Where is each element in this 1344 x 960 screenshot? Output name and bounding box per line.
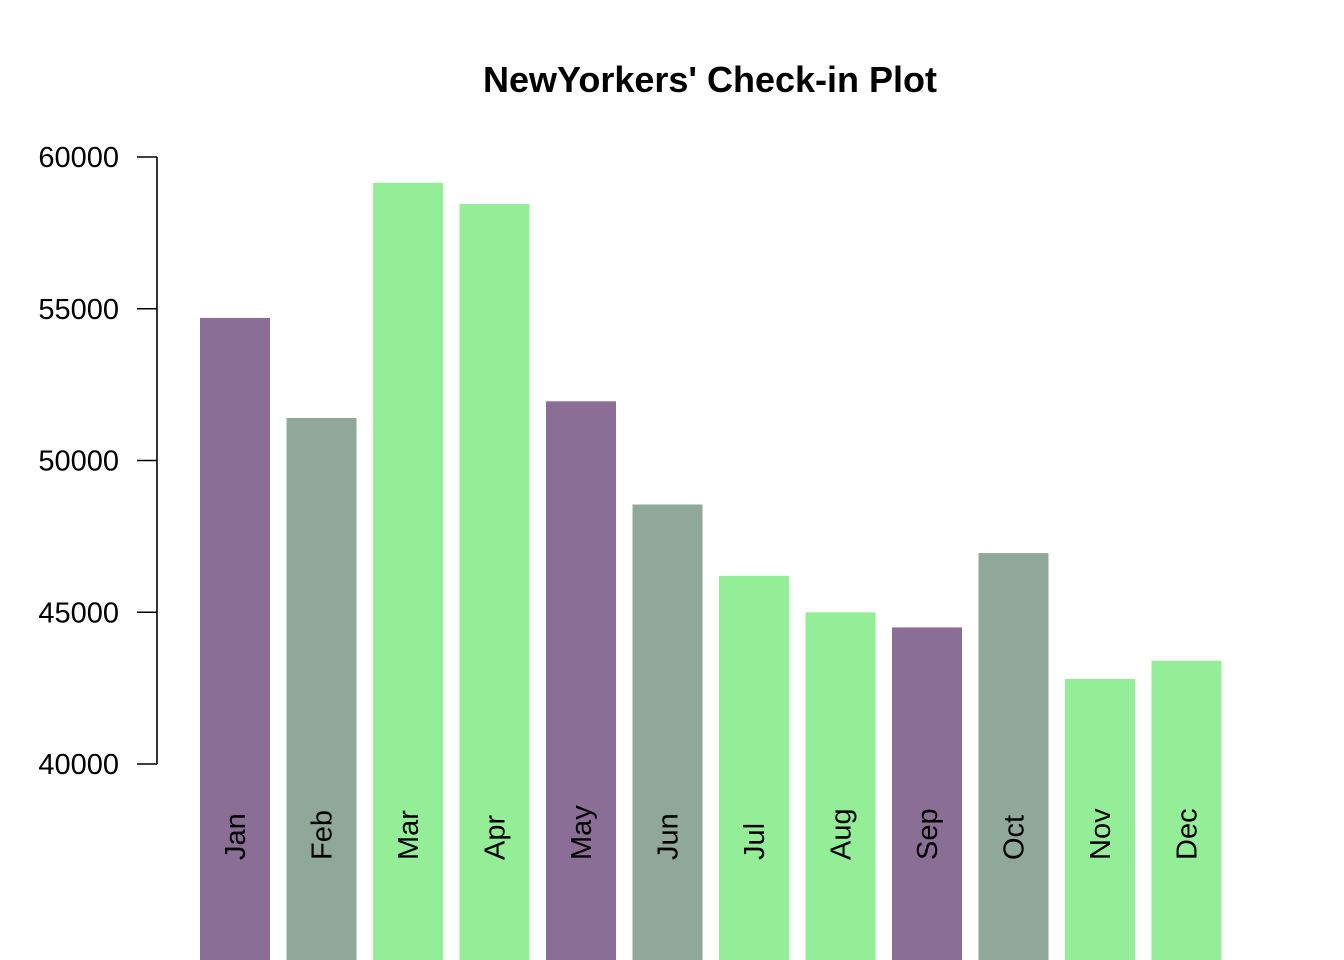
y-tick-label: 50000: [38, 446, 119, 478]
chart-title: NewYorkers' Check-in Plot: [483, 59, 937, 100]
bar-feb: [286, 418, 357, 960]
category-label-jun: Jun: [653, 813, 685, 860]
bars-layer: [200, 182, 1222, 960]
y-tick-label: 60000: [38, 142, 119, 174]
bar-jan: [200, 317, 270, 960]
y-tick-label: 40000: [38, 749, 119, 781]
category-label-mar: Mar: [393, 810, 425, 860]
category-label-jan: Jan: [220, 813, 252, 860]
bar-sep: [892, 627, 962, 960]
category-label-jul: Jul: [739, 823, 771, 860]
category-label-may: May: [566, 805, 598, 860]
bar-apr: [459, 204, 530, 960]
y-axis: 40000 45000 50000 55000 60000: [38, 142, 158, 781]
bar-dec: [1151, 660, 1222, 960]
category-label-oct: Oct: [999, 815, 1031, 860]
category-label-aug: Aug: [826, 808, 858, 860]
category-label-dec: Dec: [1172, 808, 1204, 860]
y-tick-label: 55000: [38, 294, 119, 326]
bar-mar: [373, 182, 443, 960]
category-label-apr: Apr: [480, 815, 512, 860]
bar-jun: [632, 504, 703, 960]
bar-may: [546, 401, 616, 960]
category-label-sep: Sep: [912, 808, 944, 860]
bar-jul: [719, 575, 789, 960]
category-label-nov: Nov: [1085, 808, 1117, 860]
bar-oct: [978, 553, 1049, 960]
category-labels: Jan Feb Mar Apr May Jun Jul Aug Sep Oct Nov Dec: [220, 805, 1204, 860]
bar-aug: [805, 612, 876, 960]
category-label-feb: Feb: [307, 810, 339, 860]
y-tick-label: 45000: [38, 597, 119, 629]
bar-nov: [1065, 679, 1135, 960]
